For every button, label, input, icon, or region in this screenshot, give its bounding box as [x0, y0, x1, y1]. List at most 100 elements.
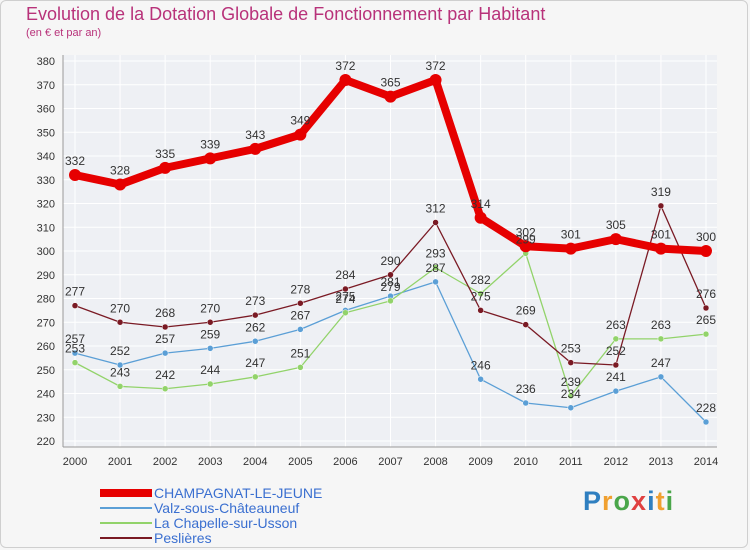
legend-label-3: Peslières — [154, 530, 212, 546]
data-label-0: 332 — [65, 154, 85, 168]
data-point-2 — [297, 364, 304, 371]
data-label-0: 335 — [155, 147, 175, 161]
data-label-0: 343 — [245, 128, 265, 142]
data-label-0: 300 — [696, 230, 716, 244]
data-label-3: 277 — [65, 285, 85, 299]
logo-letter: r — [602, 486, 614, 516]
data-label-3: 312 — [426, 202, 446, 216]
data-point-0 — [114, 178, 127, 191]
data-label-1: 228 — [696, 401, 716, 415]
data-point-2 — [116, 383, 124, 390]
data-label-3: 278 — [290, 282, 310, 296]
y-tick-label: 250 — [37, 365, 55, 377]
legend-label-1: Valz-sous-Châteauneuf — [154, 500, 300, 516]
data-point-1 — [432, 278, 439, 286]
y-tick-label: 310 — [37, 222, 55, 234]
data-point-2 — [71, 359, 79, 366]
data-label-2: 263 — [606, 318, 626, 332]
data-point-0 — [519, 240, 532, 253]
data-point-0 — [339, 74, 352, 86]
x-tick-label: 2000 — [63, 456, 87, 468]
x-tick-label: 2006 — [333, 456, 357, 468]
y-tick-label: 240 — [37, 389, 55, 401]
data-label-1: 234 — [561, 387, 581, 401]
data-label-0: 305 — [606, 218, 626, 232]
legend-label-0: CHAMPAGNAT-LE-JEUNE — [154, 485, 323, 501]
data-label-1: 246 — [471, 358, 491, 372]
data-point-1 — [252, 338, 259, 345]
data-point-0 — [69, 169, 81, 181]
legend-item-1: Valz-sous-Châteauneuf — [100, 501, 400, 516]
data-label-0: 328 — [110, 164, 130, 178]
data-point-1 — [522, 399, 529, 407]
data-point-0 — [700, 245, 712, 257]
data-label-0: 301 — [561, 228, 581, 242]
logo-letter: i — [665, 486, 675, 516]
data-point-3 — [702, 304, 710, 312]
y-tick-label: 330 — [37, 175, 55, 187]
x-tick-label: 2005 — [288, 456, 312, 468]
legend-item-2: La Chapelle-sur-Usson — [100, 516, 400, 531]
y-tick-label: 360 — [37, 104, 55, 116]
data-point-1 — [161, 349, 169, 357]
data-label-1: 257 — [65, 332, 85, 346]
data-label-2: 253 — [65, 342, 85, 356]
y-tick-label: 300 — [37, 246, 55, 258]
y-tick-label: 290 — [37, 270, 55, 282]
proxiti-logo: Proxiti — [583, 486, 674, 517]
legend-swatch-1 — [100, 507, 152, 509]
legend-swatch-0 — [100, 489, 152, 497]
data-label-1: 241 — [606, 370, 626, 384]
data-point-1 — [702, 418, 710, 426]
data-point-2 — [612, 335, 620, 343]
data-point-3 — [252, 311, 259, 319]
data-label-1: 236 — [516, 382, 536, 396]
data-label-2: 263 — [651, 318, 671, 332]
chart-title: Evolution de la Dotation Globale de Fonc… — [26, 4, 546, 24]
y-tick-label: 270 — [37, 317, 55, 329]
data-label-0: 314 — [471, 197, 491, 211]
data-label-0: 372 — [426, 59, 446, 73]
data-label-2: 299 — [516, 232, 536, 246]
data-point-3 — [342, 285, 349, 293]
data-label-2: 239 — [561, 375, 581, 389]
data-label-1: 252 — [110, 344, 130, 358]
x-tick-label: 2011 — [559, 456, 583, 468]
data-point-2 — [161, 385, 169, 392]
data-label-1: 275 — [335, 289, 355, 303]
y-tick-label: 350 — [37, 127, 55, 139]
x-tick-label: 2007 — [378, 456, 402, 468]
x-tick-label: 2001 — [108, 456, 132, 468]
y-tick-label: 260 — [37, 341, 55, 353]
y-tick-label: 320 — [37, 199, 55, 211]
logo-letter: o — [613, 486, 632, 516]
data-point-1 — [116, 361, 124, 369]
y-tick-label: 280 — [37, 294, 55, 306]
data-label-1: 267 — [290, 308, 310, 322]
data-point-0 — [204, 152, 217, 165]
data-point-3 — [161, 323, 169, 331]
data-label-2: 251 — [290, 346, 310, 360]
data-point-0 — [294, 128, 307, 141]
data-label-0: 349 — [290, 114, 310, 128]
x-tick-label: 2012 — [604, 456, 628, 468]
data-label-0: 301 — [651, 228, 671, 242]
data-label-0: 339 — [200, 137, 220, 151]
data-point-0 — [474, 211, 487, 224]
data-label-1: 287 — [426, 261, 446, 275]
data-point-3 — [387, 271, 394, 278]
data-label-3: 273 — [245, 294, 265, 308]
x-tick-label: 2009 — [468, 456, 492, 468]
x-tick-label: 2010 — [513, 456, 537, 468]
x-tick-label: 2004 — [243, 456, 267, 468]
data-label-2: 247 — [245, 356, 265, 370]
data-point-1 — [297, 326, 304, 333]
data-point-2 — [432, 264, 439, 271]
data-label-0: 372 — [335, 59, 355, 73]
data-label-1: 262 — [245, 320, 265, 334]
data-point-2 — [567, 392, 575, 400]
data-point-0 — [609, 233, 622, 246]
chart-legend: CHAMPAGNAT-LE-JEUNE Valz-sous-Châteauneu… — [100, 486, 400, 546]
data-point-2 — [206, 380, 214, 388]
